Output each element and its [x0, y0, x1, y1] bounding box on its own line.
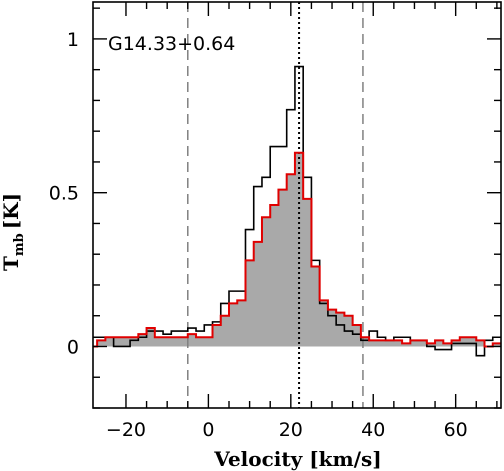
x-axis-label: Velocity [km/s]	[213, 447, 381, 471]
plot-area	[93, 2, 501, 408]
series-fill-area	[93, 152, 501, 347]
plot-frame	[92, 1, 502, 409]
y-axis-label-subscript: mb	[12, 233, 27, 256]
y-tick-label: 1	[67, 29, 79, 51]
source-annotation: G14.33+0.64	[108, 33, 235, 55]
x-tick-label: −20	[106, 419, 146, 441]
y-tick-label: 0	[67, 336, 79, 358]
y-tick-label: 0.5	[49, 183, 79, 205]
x-tick-label: 40	[361, 419, 385, 441]
axes: −20 0 20 40 60 0 0.5 1	[49, 1, 502, 441]
y-axis-label-main: T	[0, 256, 23, 271]
x-tick-label: 20	[279, 419, 303, 441]
x-tick-label: 60	[444, 419, 468, 441]
plot-clip-group	[93, 2, 501, 408]
series-line-red	[93, 151, 501, 348]
y-axis-label: Tmb [K]	[0, 193, 27, 271]
labels: G14.33+0.64 Velocity [km/s] Tmb [K]	[0, 33, 382, 471]
y-axis-label-unit: [K]	[0, 193, 23, 229]
x-tick-label: 0	[202, 419, 214, 441]
